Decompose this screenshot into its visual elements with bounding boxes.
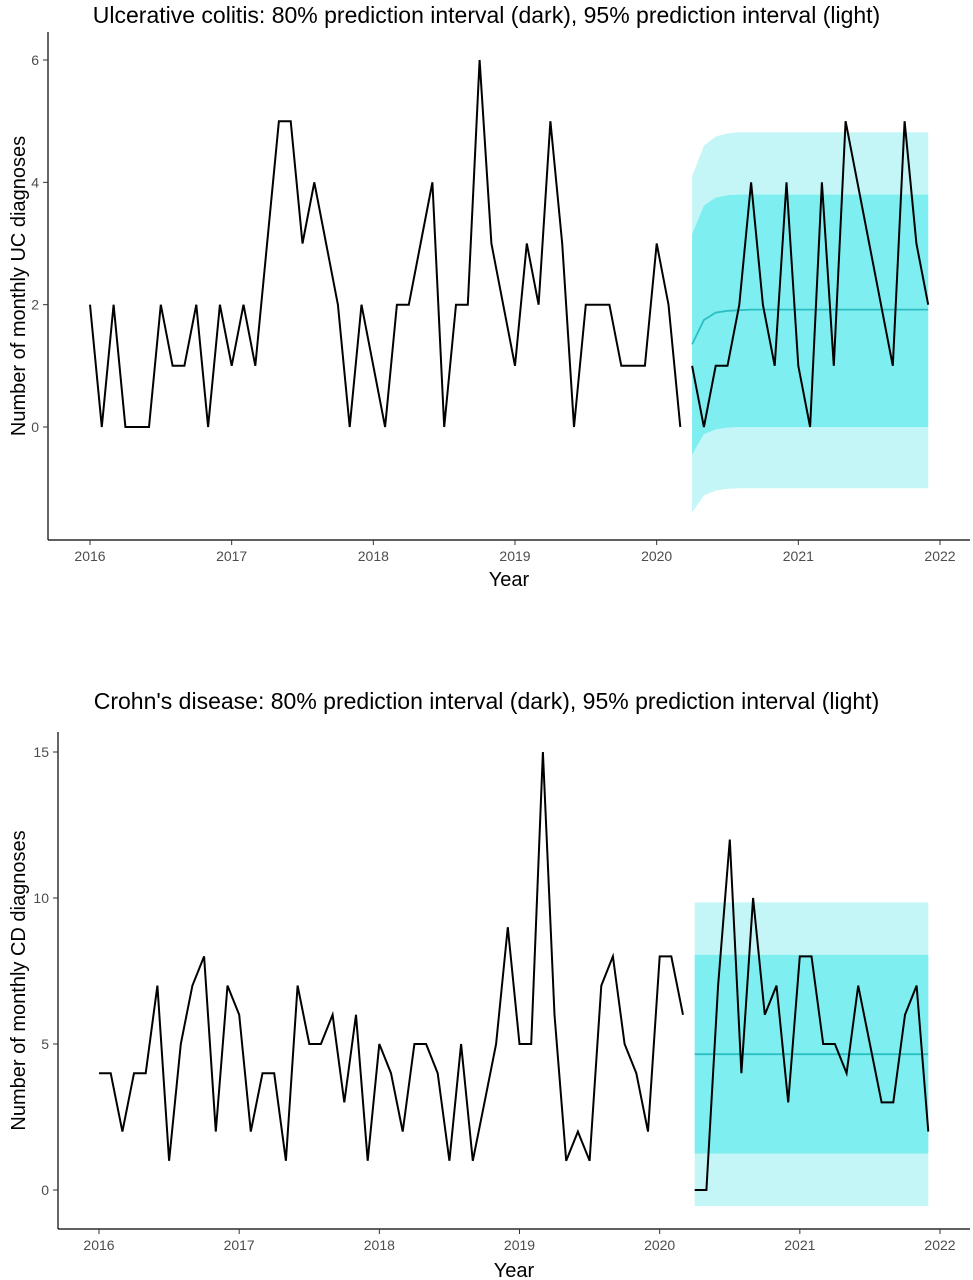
x-tick-label: 2019 — [499, 548, 530, 564]
observed-series-line — [99, 751, 684, 1162]
y-axis-title: Number of monthly UC diagnoses — [8, 136, 30, 436]
x-tick-label: 2022 — [924, 1237, 955, 1253]
y-tick-label: 10 — [33, 890, 49, 906]
chart-title: Crohn's disease: 80% prediction interval… — [93, 688, 880, 714]
x-axis-title: Year — [489, 569, 530, 591]
chart-title: Ulcerative colitis: 80% prediction inter… — [92, 2, 881, 28]
x-tick-label: 2017 — [216, 548, 247, 564]
y-tick-label: 5 — [41, 1036, 49, 1052]
uc-chart-panel: Ulcerative colitis: 80% prediction inter… — [8, 2, 970, 591]
y-tick-label: 4 — [31, 174, 39, 190]
y-tick-label: 6 — [31, 52, 39, 68]
observed-series-line — [694, 839, 930, 1191]
observed-series-line — [89, 59, 682, 428]
forecast-mean-line — [691, 308, 929, 345]
y-tick-label: 2 — [31, 297, 39, 313]
x-tick-label: 2021 — [784, 1237, 815, 1253]
cd-chart-panel: Crohn's disease: 80% prediction interval… — [0, 640, 973, 1280]
y-tick-label: 15 — [33, 744, 49, 760]
observed-series-line — [691, 121, 930, 428]
x-tick-label: 2018 — [358, 548, 389, 564]
x-tick-label: 2016 — [74, 548, 105, 564]
x-tick-label: 2021 — [783, 548, 814, 564]
x-axis-title: Year — [494, 1260, 535, 1280]
x-tick-label: 2020 — [641, 548, 672, 564]
y-axis-title: Number of monthly CD diagnoses — [8, 830, 30, 1130]
x-tick-label: 2017 — [224, 1237, 255, 1253]
y-tick-label: 0 — [41, 1182, 49, 1198]
y-tick-label: 0 — [31, 419, 39, 435]
x-tick-label: 2016 — [83, 1237, 114, 1253]
x-tick-label: 2022 — [924, 548, 955, 564]
uc-chart-svg: 2016 2017 2018 2019 2020 2021 2022 0 2 4 6 Year Numb… — [8, 32, 970, 591]
x-tick-label: 2020 — [644, 1237, 675, 1253]
x-tick-label: 2019 — [504, 1237, 535, 1253]
prediction-interval-80-band — [692, 194, 929, 455]
x-tick-label: 2018 — [364, 1237, 395, 1253]
cd-chart-svg: 2016 2017 2018 2019 2020 2021 2022 0 5 10 15 Year Nu… — [8, 732, 970, 1280]
